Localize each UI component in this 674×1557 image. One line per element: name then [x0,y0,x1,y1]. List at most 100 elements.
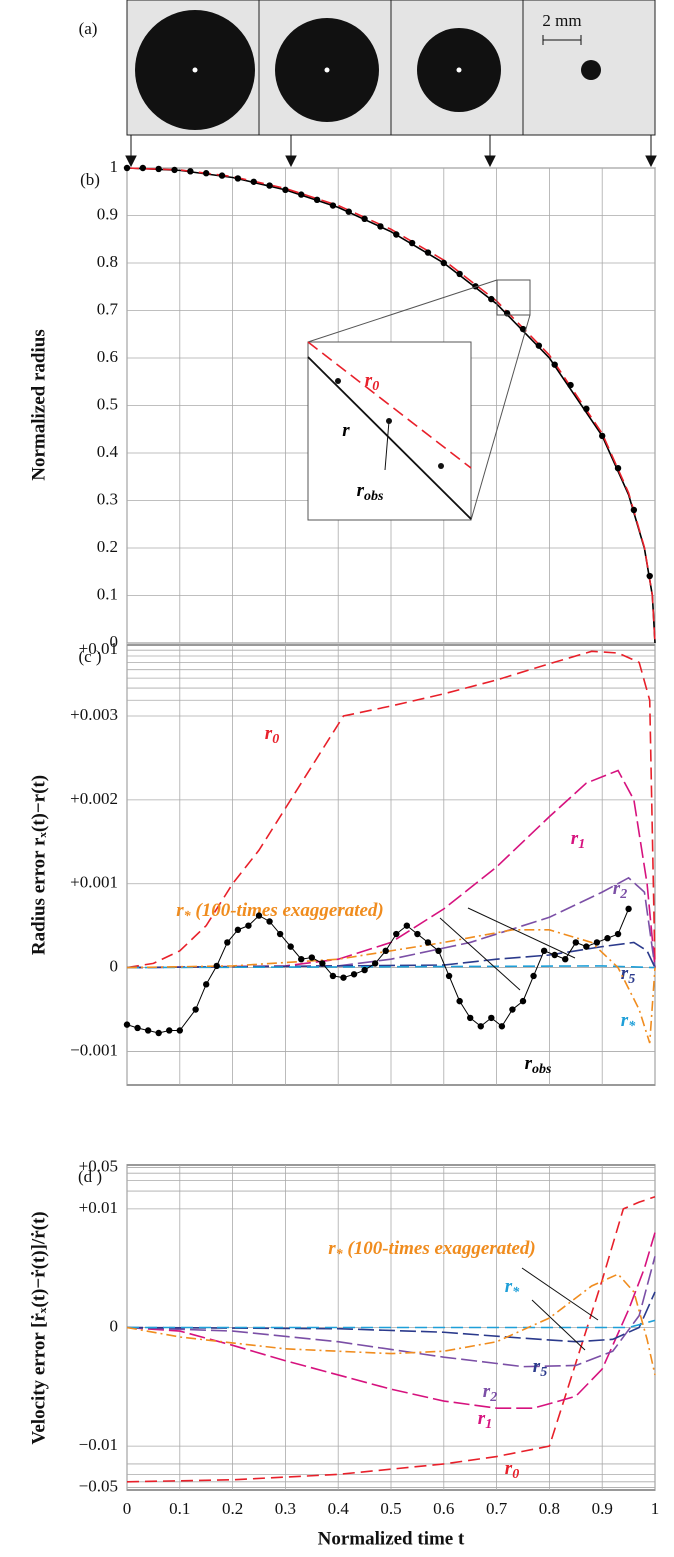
label-main: r [505,1458,513,1479]
data-point [456,270,463,278]
x-tick-label: 0.3 [275,1499,296,1518]
panel-label: (a) [79,19,98,38]
data-point [456,997,463,1005]
series-label: r* [621,1010,636,1034]
data-point [604,935,611,942]
data-point [250,178,257,185]
data-point [371,960,379,967]
series-label: r0 [265,723,279,747]
data-point [308,954,315,961]
label-main: r [478,1408,486,1429]
label-sub: 2 [619,887,627,902]
droplet [581,60,601,80]
y-tick-label: 0.7 [97,299,119,318]
data-point [298,191,305,198]
scale-bar [542,35,582,45]
data-point [567,381,574,389]
label-sub: obs [532,1062,552,1077]
data-point [593,939,601,946]
data-point [192,1006,199,1013]
x-axis-label: Normalized time t [318,1528,465,1549]
data-point [266,182,273,189]
y-tick-label: 0.4 [97,442,119,461]
data-point [477,1023,484,1030]
data-point [393,930,400,938]
data-point [224,939,231,946]
panel-label: (d ) [78,1167,102,1186]
data-point [503,310,511,317]
y-tick-label: +0.001 [70,873,118,892]
label-main: r [483,1381,491,1402]
series-label: robs [357,480,384,504]
data-point [340,974,347,981]
series-line [126,1196,656,1483]
y-tick-label: 0.5 [97,394,118,413]
series-label: r1 [571,828,585,852]
data-point [414,930,421,938]
data-point [377,223,384,230]
label-main: r [176,900,184,921]
series-label: r2 [613,878,627,902]
data-point [329,972,337,980]
series-line [126,1273,656,1376]
y-tick-label: 0 [110,632,119,651]
data-point [530,972,537,980]
data-point [319,960,326,967]
data-point [424,249,432,256]
data-point [583,405,590,413]
series-label: r* [505,1276,520,1300]
inset-curve [307,356,472,520]
panel-label: (c ) [78,647,101,666]
label-main: r [342,420,350,441]
data-point [166,1027,173,1034]
data-point [282,186,289,194]
highlight [456,67,462,73]
y-tick-label: +0.003 [70,705,118,724]
x-tick-label: 0.7 [486,1499,508,1518]
series-line [126,650,656,969]
data-point [625,905,632,913]
data-point [519,325,527,333]
data-point [599,432,606,440]
y-tick-label: +0.01 [79,1198,118,1217]
data-point [134,1024,141,1032]
label-main: r [621,1010,629,1031]
data-point [155,1029,162,1037]
data-point [509,1006,516,1013]
label-main: r [357,480,365,501]
label-sub: 1 [485,1417,492,1432]
data-point [488,1014,495,1022]
series-line [126,941,656,969]
label-sub: * [628,1019,636,1034]
y-tick-label: +0.01 [79,639,118,658]
series-label: r0 [505,1458,519,1482]
data-point [361,966,368,974]
highlight [324,67,330,73]
series-label: r* (100-times exaggerated) [328,1238,536,1262]
data-point [361,215,368,223]
y-axis-label: Velocity error [ṙₓ(t)−ṙ(t)]/ṙ(t) [28,1211,49,1444]
label-sub: * [336,1247,344,1262]
series-line [126,965,656,969]
data-point [572,939,579,946]
x-tick-label: 0.6 [433,1499,454,1518]
label-sub: obs [364,489,384,504]
data-point [551,361,558,368]
y-tick-label: 0.3 [97,489,118,508]
arrow-shaft [130,135,652,158]
series-label: r [342,420,350,441]
x-tick-label: 0.9 [592,1499,613,1518]
data-point [583,943,590,950]
data-point [393,231,400,238]
data-point [350,971,358,978]
data-point [176,1027,183,1034]
inset [307,341,472,521]
y-tick-label: −0.01 [79,1435,118,1454]
label-main: r [265,723,273,744]
data-point [540,947,548,955]
label-sub: 5 [540,1365,547,1380]
data-point [488,295,495,303]
data-point [187,168,194,175]
series-line [126,1232,656,1409]
